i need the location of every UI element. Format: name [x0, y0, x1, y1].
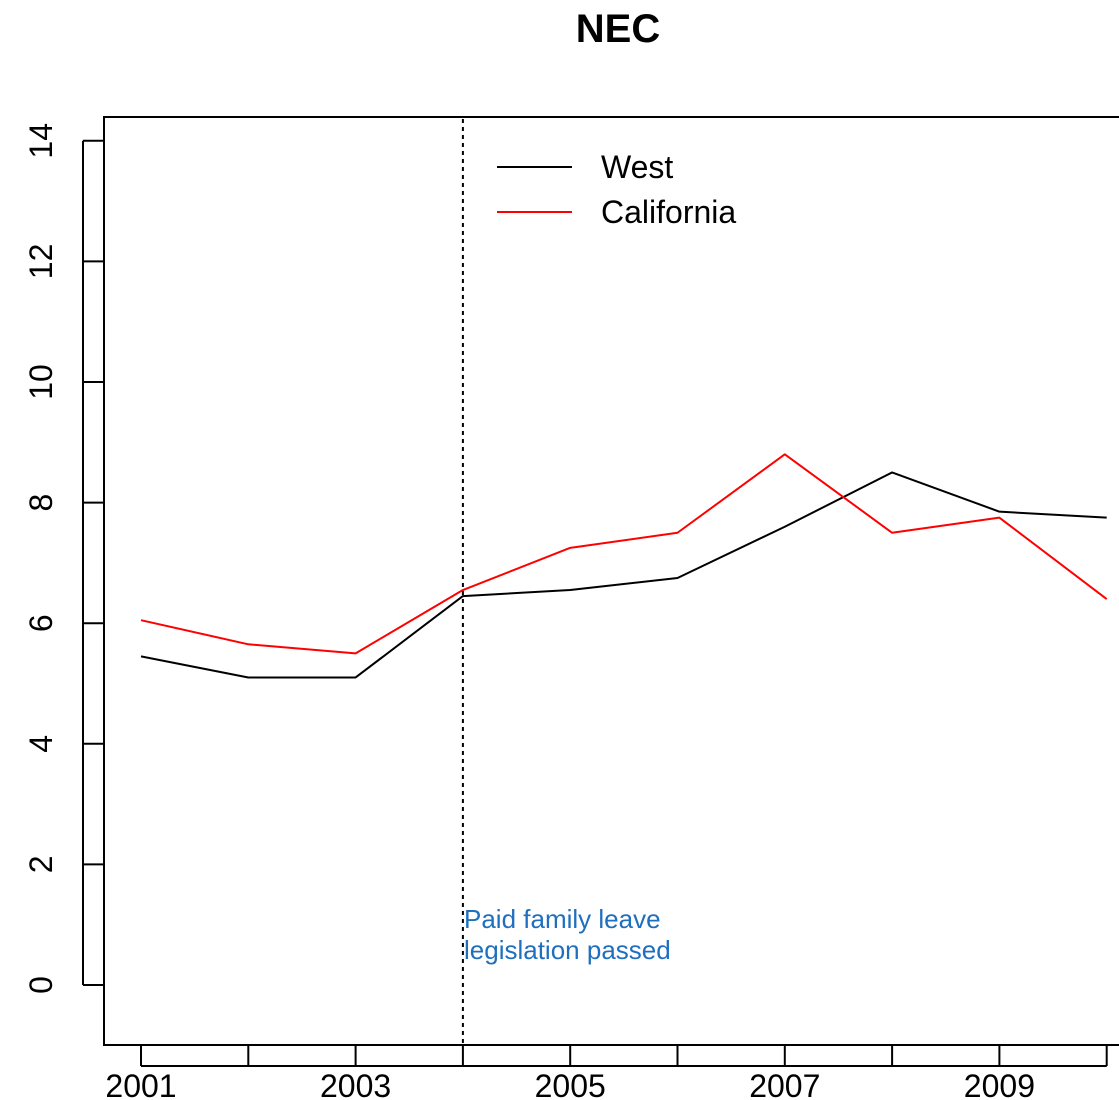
y-tick-label: 10 — [23, 364, 59, 400]
series-line-west — [140, 471, 1107, 679]
x-tick-label: 2005 — [535, 1068, 606, 1100]
x-tick-label: 2007 — [749, 1068, 820, 1100]
y-tick-label: 4 — [23, 735, 59, 753]
series-line-california — [140, 453, 1108, 655]
y-tick-label: 6 — [23, 614, 59, 632]
annotation-line: Paid family leave — [464, 904, 661, 934]
x-tick-label: 2001 — [105, 1068, 176, 1100]
chart-title: NEC — [576, 7, 660, 51]
y-tick-label: 0 — [23, 976, 59, 994]
legend-label-california: California — [601, 194, 736, 230]
annotation-line: legislation passed — [464, 935, 671, 965]
plot-frame — [103, 116, 1119, 1046]
series-layer — [140, 453, 1108, 679]
legend: West California — [497, 149, 736, 230]
y-tick-label: 14 — [23, 123, 59, 159]
y-tick-label: 12 — [23, 244, 59, 280]
y-tick-label: 2 — [23, 856, 59, 874]
x-axis: 2001 2003 2005 2007 2009 — [105, 1045, 1108, 1100]
x-tick-label: 2009 — [964, 1068, 1035, 1100]
x-tick-label: 2003 — [320, 1068, 391, 1100]
legend-label-west: West — [601, 149, 673, 185]
annotation-text: Paid family leave legislation passed — [464, 904, 671, 965]
y-axis: 0 2 4 6 8 10 12 14 — [23, 123, 104, 994]
y-tick-label: 8 — [23, 494, 59, 512]
